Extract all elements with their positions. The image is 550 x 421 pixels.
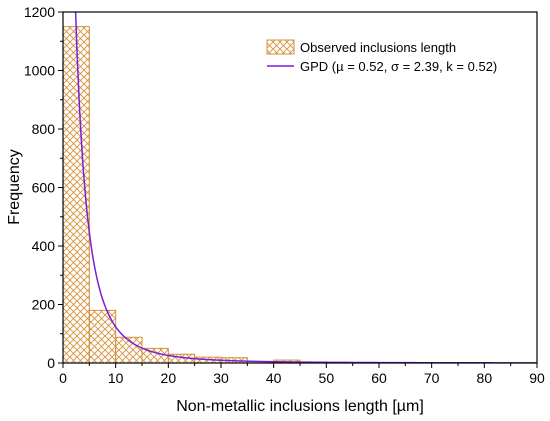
x-tick-label: 30 — [213, 370, 229, 386]
x-tick-label: 50 — [319, 370, 335, 386]
y-tick-label: 600 — [32, 180, 56, 196]
y-tick-label: 0 — [47, 355, 55, 371]
x-axis-ticks: 0 10 20 30 40 50 60 70 80 90 — [59, 363, 545, 386]
y-tick-label: 1000 — [24, 63, 55, 79]
legend-swatch-histogram — [266, 39, 295, 55]
legend: Observed inclusions length GPD (µ = 0.52… — [266, 39, 497, 74]
y-axis-title: Frequency — [6, 149, 23, 225]
x-tick-label: 40 — [266, 370, 282, 386]
x-axis-title: Non-metallic inclusions length [µm] — [176, 398, 424, 415]
x-tick-label: 70 — [424, 370, 440, 386]
y-tick-label: 800 — [32, 121, 56, 137]
y-axis-ticks: 0 200 400 600 800 1000 1200 — [24, 4, 63, 371]
legend-label-histogram: Observed inclusions length — [300, 40, 456, 55]
x-tick-label: 10 — [108, 370, 124, 386]
histogram-bar — [141, 347, 169, 364]
x-tick-label: 20 — [161, 370, 177, 386]
x-tick-label: 90 — [529, 370, 545, 386]
legend-label-gpd: GPD (µ = 0.52, σ = 2.39, k = 0.52) — [300, 59, 497, 74]
histogram-bars — [62, 26, 459, 364]
x-tick-label: 60 — [371, 370, 387, 386]
y-tick-label: 1200 — [24, 4, 55, 20]
x-tick-label: 80 — [477, 370, 493, 386]
y-tick-label: 200 — [32, 297, 56, 313]
x-tick-label: 0 — [59, 370, 67, 386]
y-tick-label: 400 — [32, 238, 56, 254]
histogram-bar — [88, 309, 117, 364]
